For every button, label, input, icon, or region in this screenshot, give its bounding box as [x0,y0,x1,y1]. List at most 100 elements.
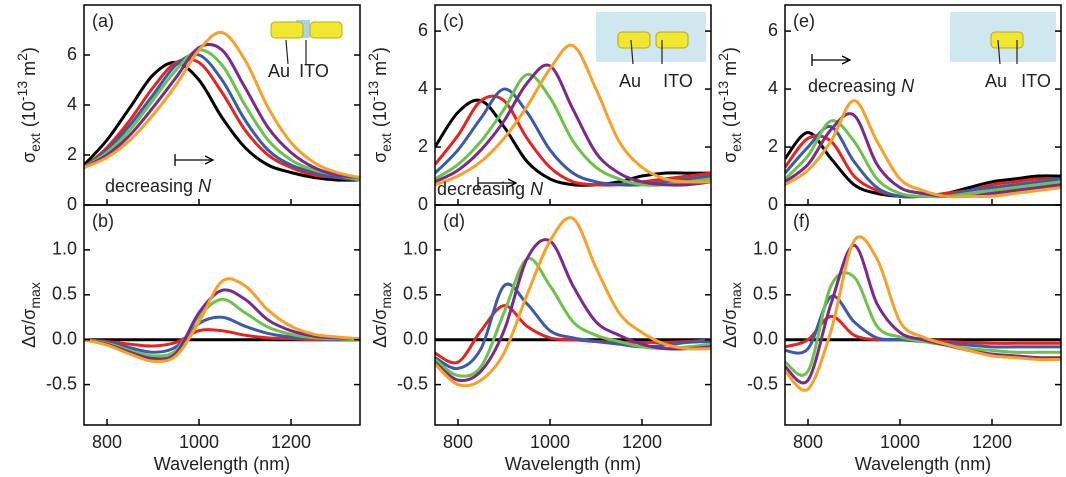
x-axis-label: Wavelength (nm) [855,454,991,474]
y-label-part: -13 [14,81,30,101]
inset-rod [309,21,343,39]
inset-label: Au [985,71,1007,91]
curve [84,288,360,361]
curve [785,243,1061,385]
annotation-arrowhead [841,55,852,65]
inset-label: ITO [299,61,329,81]
annotation-symbol: N [901,76,915,96]
curve [785,271,1061,377]
curve [84,52,360,182]
y-tick-label: 6 [67,44,77,64]
annotation-arrowhead [507,178,518,188]
curve [435,73,711,187]
x-axis-label: Wavelength (nm) [505,454,641,474]
y-tick-label: 2 [67,144,77,164]
y-tick-label: 1.0 [52,239,77,259]
inset-pointer [285,39,289,65]
y-axis-label: σext (10-13 m2) [365,47,394,163]
curve [84,60,360,182]
annotation: decreasing N [105,176,212,196]
inset-label: Au [268,61,290,81]
annotation-text: decreasing [808,76,901,96]
x-tick-label: 1000 [179,432,219,452]
curve [84,277,360,363]
inset-rod [617,31,651,49]
series-group [435,216,711,388]
y-tick-label: 4 [768,78,778,98]
y-tick-label: 1.0 [753,239,778,259]
y-tick-label: 1.0 [403,239,428,259]
curve [785,112,1061,199]
y-axis-label: Δσ/σmax [19,282,43,348]
y-label-part: ext [378,133,394,152]
y-label-part: max [27,282,43,308]
y-tick-label: -0.5 [397,373,428,393]
curve [435,216,711,388]
y-label-part: m [370,61,390,81]
series-group [785,235,1061,392]
y-label-part: 2 [14,53,30,61]
y-label-part: m [19,61,39,81]
y-tick-label: -0.5 [46,373,77,393]
x-tick-label: 800 [443,432,473,452]
y-label-part: Δσ/σ [720,309,740,348]
y-tick-label: 6 [418,20,428,40]
y-tick-label: 0.5 [52,284,77,304]
inset-label: ITO [663,71,693,91]
curve [84,43,360,179]
curve [84,297,360,358]
y-tick-label: 0.0 [753,328,778,348]
y-label-part: -13 [365,81,381,101]
inset-rod [270,21,304,39]
y-tick-label: 4 [418,78,428,98]
x-tick-label: 1200 [271,432,311,452]
curve [435,43,711,187]
panel-label: (a) [92,11,114,31]
inset-box [596,12,706,62]
y-tick-label: 2 [768,136,778,156]
series-group [785,99,1061,199]
series-group [84,30,360,182]
curve [435,238,711,382]
y-label-part: -13 [715,81,731,101]
panel-label: (e) [793,11,815,31]
inset-pointer [630,39,634,65]
curve [435,282,711,370]
inset-rod [990,31,1024,49]
y-axis-label: Δσ/σmax [720,282,744,348]
curve [84,48,360,182]
curve [435,304,711,365]
y-label-part: ext [27,133,43,152]
curve [435,63,711,187]
x-tick-label: 800 [793,432,823,452]
curve [84,57,360,182]
y-tick-label: 6 [768,20,778,40]
plot-frame [434,204,712,426]
panel-label: (f) [793,211,810,231]
x-tick-label: 1200 [622,432,662,452]
x-tick-label: 1000 [880,432,920,452]
y-label-part: ) [19,47,39,53]
y-label-part: max [378,282,394,308]
y-label-part: m [720,61,740,81]
y-tick-label: 0 [67,194,77,214]
series-group [435,43,711,187]
annotation-text: decreasing [437,179,530,199]
inset-label: Au [619,71,641,91]
annotation-symbol: N [198,176,212,196]
panel-label: (d) [443,211,465,231]
inset-label: ITO [1021,71,1051,91]
y-label-part: ext [728,133,744,152]
y-label-part: σ [19,152,39,163]
annotation: decreasing N [808,76,915,96]
y-label-part: σ [370,152,390,163]
curve [84,30,360,179]
y-label-part: max [728,282,744,308]
y-label-part: (10 [370,101,390,127]
y-label-part: Δσ/σ [370,309,390,348]
y-label-part: 2 [365,53,381,61]
y-label-part: Δσ/σ [19,309,39,348]
panel-label: (c) [443,11,464,31]
y-tick-label: 0 [418,194,428,214]
